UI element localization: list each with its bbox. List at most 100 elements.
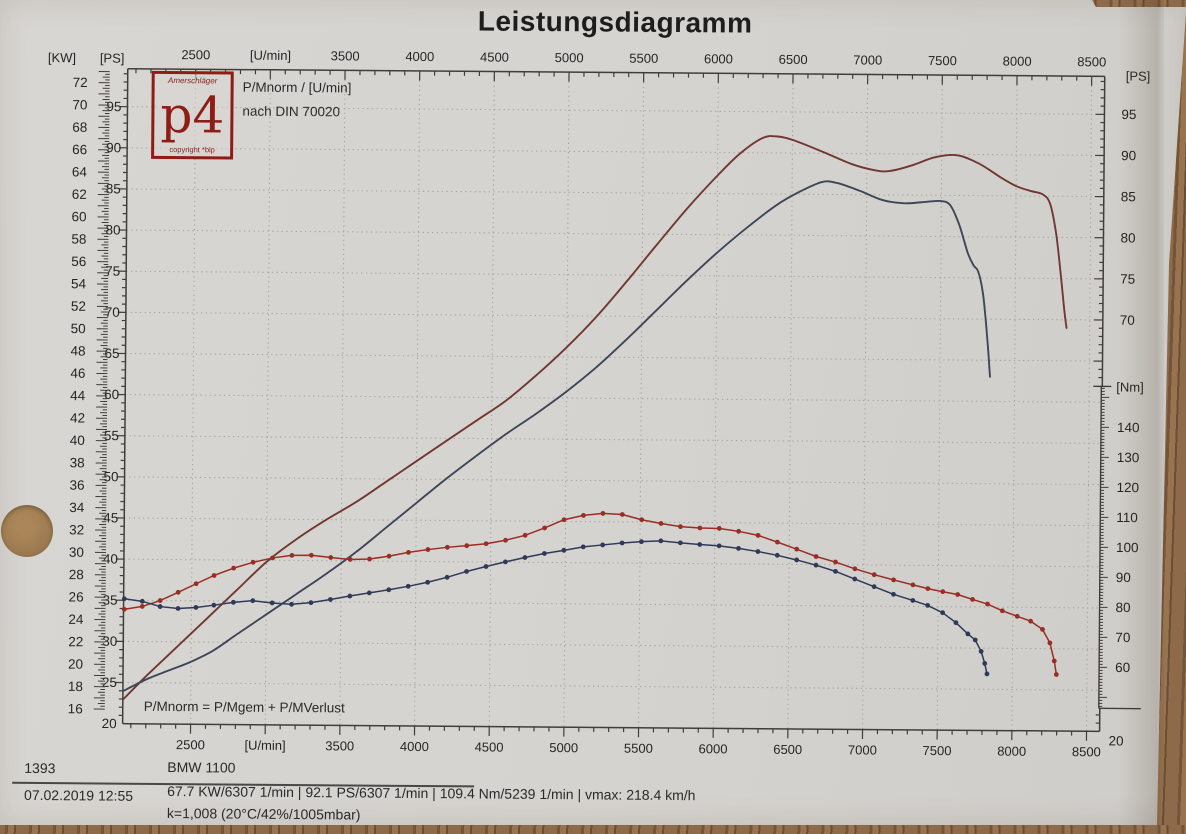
marker-dot — [367, 557, 372, 562]
rpm-label-top: 3500 — [331, 48, 360, 63]
grid-h — [126, 312, 1103, 320]
marker-dot — [523, 555, 528, 560]
grid-v — [564, 72, 569, 727]
marker-dot — [1052, 659, 1057, 664]
rpm-label-top: 8500 — [1077, 54, 1106, 69]
nm-label: 60 — [1115, 660, 1130, 675]
nm-label: 90 — [1116, 570, 1131, 585]
grid-h — [126, 271, 1103, 279]
ps-right-bottom-label: 20 — [1108, 733, 1123, 748]
grid-v — [415, 71, 420, 726]
kw-label: 26 — [69, 589, 84, 604]
nm-label: 120 — [1116, 480, 1139, 495]
rpm-label-bottom: 4000 — [400, 739, 429, 754]
marker-dot — [658, 538, 663, 543]
grid-h — [123, 683, 1100, 691]
rpm-label-bottom: [U/min] — [244, 738, 285, 753]
kw-label: 72 — [73, 75, 88, 90]
marker-dot — [140, 599, 145, 604]
marker-dot — [833, 560, 838, 565]
kw-label: 62 — [72, 187, 87, 202]
grid-h — [125, 477, 1102, 485]
ps-left-label: 75 — [105, 264, 120, 279]
grid-v — [340, 70, 345, 725]
ps-left-label: 60 — [104, 387, 119, 402]
grid-h — [123, 641, 1100, 649]
grid-v — [713, 73, 718, 728]
kw-label: 30 — [69, 545, 84, 560]
logo-bottom-text: copyright *blp — [169, 145, 215, 154]
kw-label: 48 — [70, 343, 85, 358]
marker-dot — [775, 553, 780, 558]
kw-label: 54 — [71, 276, 87, 291]
rpm-label-top: 7500 — [928, 53, 957, 68]
marker-dot — [833, 569, 838, 574]
marker-dot — [122, 607, 127, 612]
marker-dot — [406, 550, 411, 555]
logo-top-text: Amerschläger — [168, 76, 217, 85]
kw-label: 32 — [69, 522, 84, 537]
marker-dot — [940, 589, 945, 594]
marker-dot — [620, 541, 625, 546]
legend-line-1: P/Mnorm / [U/min] — [243, 80, 352, 96]
nm-label: 130 — [1117, 450, 1140, 465]
kw-label: 56 — [71, 254, 86, 269]
rpm-label-bottom: 6000 — [699, 741, 728, 756]
rpm-label-top: 5000 — [555, 50, 584, 65]
marker-dot — [561, 548, 566, 553]
marker-dot — [736, 546, 741, 551]
marker-dot — [484, 564, 489, 569]
marker-dot — [309, 600, 314, 605]
nm-label: 110 — [1116, 510, 1138, 525]
marker-dot — [965, 631, 970, 636]
marker-dot — [367, 590, 372, 595]
marker-dot — [620, 512, 625, 517]
kw-label: 28 — [69, 567, 84, 582]
marker-dot — [1000, 608, 1005, 613]
kw-label: 40 — [70, 433, 85, 448]
marker-dot — [717, 526, 722, 531]
curve-Mnorm — [124, 510, 1058, 675]
marker-dot — [600, 511, 605, 516]
marker-dot — [176, 606, 181, 611]
grid-h — [124, 559, 1101, 567]
kw-label: 70 — [72, 97, 87, 112]
kw-label: 24 — [68, 612, 84, 627]
marker-dot — [484, 541, 489, 546]
rpm-label-bottom: 5000 — [549, 740, 578, 755]
marker-dot — [425, 580, 430, 585]
marker-dot — [581, 513, 586, 518]
rpm-label-top: 8000 — [1003, 54, 1032, 69]
marker-dot — [925, 586, 930, 591]
marker-dot — [600, 543, 605, 548]
marker-dot — [814, 563, 819, 568]
marker-dot — [562, 517, 567, 522]
ps-right-label: 70 — [1120, 313, 1135, 328]
ps-left-label: 95 — [106, 99, 121, 114]
marker-dot — [328, 597, 333, 602]
marker-dot — [445, 545, 450, 550]
grid-v — [937, 75, 942, 730]
rpm-ticks — [131, 69, 1092, 741]
rpm-label-top: 2500 — [181, 47, 210, 62]
kw-axis-title: [KW] — [48, 50, 76, 65]
marker-dot — [891, 578, 896, 583]
hole-punch — [1, 505, 53, 557]
ps-left-label: 25 — [102, 675, 117, 690]
nm-label: 140 — [1117, 420, 1140, 435]
axes — [123, 69, 1105, 732]
marker-dot — [891, 592, 896, 597]
ps-right-label: 90 — [1121, 148, 1136, 163]
marker-dot — [955, 592, 960, 597]
rpm-label-top: 5500 — [629, 51, 658, 66]
grid-v — [489, 72, 494, 727]
marker-dot — [814, 554, 819, 559]
grid-v — [863, 75, 868, 730]
curve-Pgem — [124, 176, 992, 698]
kw-label: 44 — [70, 388, 86, 403]
marker-dot — [503, 538, 508, 543]
grid-h — [127, 230, 1104, 238]
test-number: 1393 — [24, 760, 55, 776]
rpm-label-top: [U/min] — [250, 48, 291, 63]
